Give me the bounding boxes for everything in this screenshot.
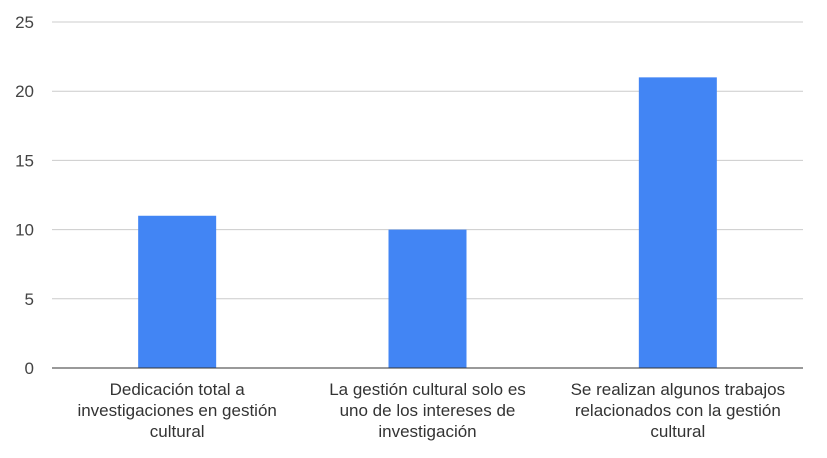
x-category-label-line: Se realizan algunos trabajos [571,380,786,399]
x-category-label-line: investigación [378,422,476,441]
x-category-label-line: uno de los intereses de [340,401,516,420]
x-category-label-line: relacionados con la gestión [575,401,781,420]
y-tick-label: 20 [15,82,34,101]
x-category-label-line: Dedicación total a [110,380,246,399]
x-category-label-line: cultural [150,422,205,441]
x-category-label: La gestión cultural solo es uno de los in… [329,380,526,441]
x-category-label-line: cultural [650,422,705,441]
y-tick-label: 5 [25,290,34,309]
bar-1 [138,215,217,368]
x-axis-categories: Dedicación total a investigaciones en ges… [77,380,785,441]
bars [138,77,717,369]
y-tick-label: 10 [15,221,34,240]
y-tick-label: 0 [25,359,34,378]
bar-2 [388,229,467,368]
bar-3 [638,77,717,369]
y-tick-label: 15 [15,151,34,170]
x-category-label: Dedicación total a investigaciones en ges… [77,380,276,441]
x-category-label: Se realizan algunos trabajos relacionados… [571,380,786,441]
y-tick-label: 25 [15,13,34,32]
x-category-label-line: La gestión cultural solo es [329,380,526,399]
y-axis-ticks: 0 5 10 15 20 25 [15,13,34,378]
x-category-label-line: investigaciones en gestión [77,401,276,420]
